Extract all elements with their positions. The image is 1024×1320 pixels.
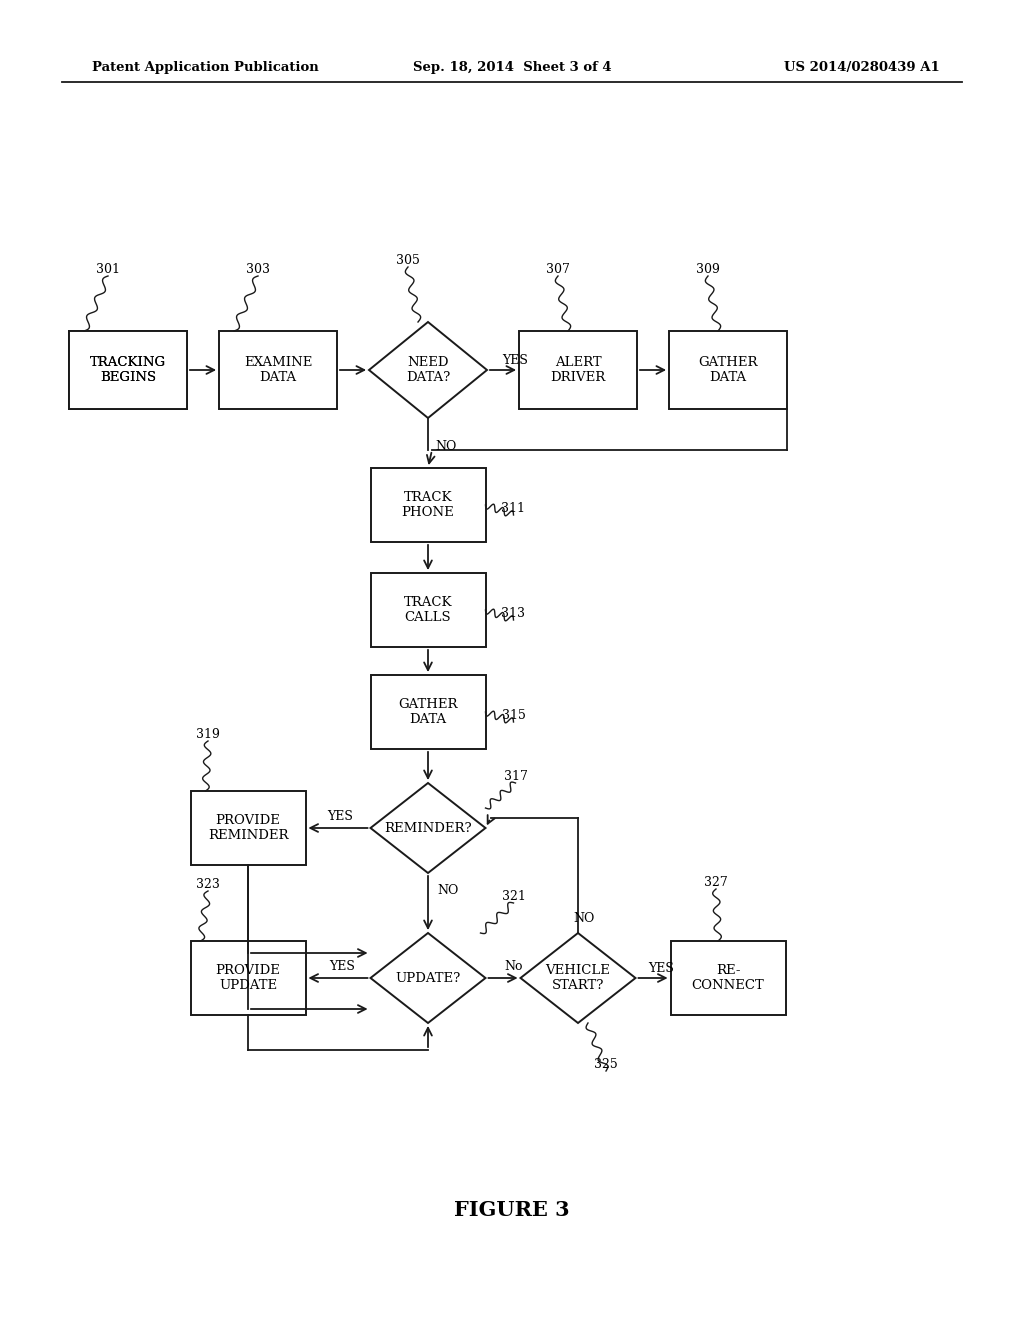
Text: GATHER
DATA: GATHER DATA <box>698 356 758 384</box>
Text: 319: 319 <box>196 729 220 741</box>
Text: Patent Application Publication: Patent Application Publication <box>92 62 318 74</box>
Bar <box>371 469 485 543</box>
Bar <box>190 941 305 1015</box>
Text: NO: NO <box>573 912 595 925</box>
Bar <box>190 791 305 865</box>
Bar <box>219 331 337 409</box>
Text: EXAMINE
DATA: EXAMINE DATA <box>244 356 312 384</box>
Text: 327: 327 <box>705 876 728 888</box>
Text: RE-
CONNECT: RE- CONNECT <box>691 964 764 993</box>
Text: PROVIDE
REMINDER: PROVIDE REMINDER <box>208 814 288 842</box>
Text: 303: 303 <box>246 263 270 276</box>
Text: TRACKING
BEGINS: TRACKING BEGINS <box>90 356 166 384</box>
Bar <box>371 573 485 647</box>
Polygon shape <box>369 322 487 418</box>
Text: GATHER
DATA: GATHER DATA <box>398 698 458 726</box>
Polygon shape <box>371 933 485 1023</box>
Text: 309: 309 <box>696 263 720 276</box>
Polygon shape <box>371 783 485 873</box>
Text: 313: 313 <box>502 607 525 620</box>
Bar <box>669 331 787 409</box>
Text: FIGURE 3: FIGURE 3 <box>455 1200 569 1220</box>
Text: 301: 301 <box>96 263 120 276</box>
Text: TRACK
PHONE: TRACK PHONE <box>401 491 455 519</box>
Text: US 2014/0280439 A1: US 2014/0280439 A1 <box>784 62 940 74</box>
Bar <box>69 331 187 409</box>
Text: TRACK
CALLS: TRACK CALLS <box>403 597 453 624</box>
Text: 325: 325 <box>594 1059 617 1071</box>
Text: VEHICLE
START?: VEHICLE START? <box>546 964 610 993</box>
Text: 323: 323 <box>196 878 220 891</box>
Text: REMINDER?: REMINDER? <box>384 821 472 834</box>
Text: 321: 321 <box>502 890 525 903</box>
Bar <box>371 675 485 748</box>
Text: 315: 315 <box>502 709 525 722</box>
Text: NO: NO <box>437 884 459 898</box>
Text: UPDATE?: UPDATE? <box>395 972 461 985</box>
Text: 317: 317 <box>504 770 527 783</box>
Text: 307: 307 <box>546 263 570 276</box>
Text: TRACKING
BEGINS: TRACKING BEGINS <box>90 356 166 384</box>
Text: 305: 305 <box>396 253 420 267</box>
Text: PROVIDE
UPDATE: PROVIDE UPDATE <box>216 964 281 993</box>
Text: 311: 311 <box>502 502 525 515</box>
Text: No: No <box>504 960 522 973</box>
Text: NO: NO <box>435 440 457 453</box>
Bar <box>519 331 637 409</box>
Text: ALERT
DRIVER: ALERT DRIVER <box>550 356 605 384</box>
Text: NEED
DATA?: NEED DATA? <box>406 356 451 384</box>
Text: YES: YES <box>502 354 528 367</box>
Bar <box>671 941 785 1015</box>
Polygon shape <box>520 933 636 1023</box>
Text: YES: YES <box>330 960 355 973</box>
Text: YES: YES <box>328 809 353 822</box>
Text: Sep. 18, 2014  Sheet 3 of 4: Sep. 18, 2014 Sheet 3 of 4 <box>413 62 611 74</box>
Text: YES: YES <box>648 961 675 974</box>
Bar <box>69 331 187 409</box>
